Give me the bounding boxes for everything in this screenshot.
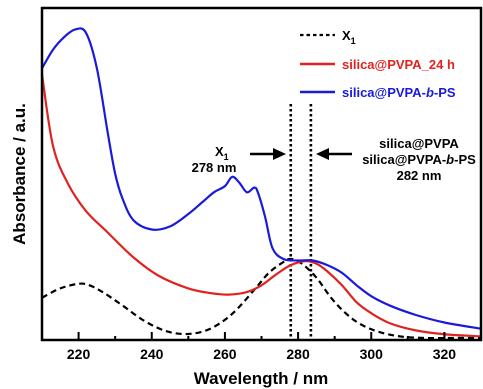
x-tick-label-260: 260 bbox=[213, 346, 237, 362]
x-tick-label-320: 320 bbox=[433, 346, 457, 362]
annotation-x1-label: X1 bbox=[215, 144, 229, 162]
x-tick-label-300: 300 bbox=[360, 346, 384, 362]
y-axis-label: Absorbance / a.u. bbox=[10, 103, 29, 245]
annotation-282-line1: silica@PVPA bbox=[379, 136, 459, 151]
annotation-x1: X1 278 nm bbox=[192, 144, 286, 175]
legend: X1 silica@PVPA_24 h silica@PVPA-b-PS bbox=[300, 28, 456, 100]
x-tick-label-220: 220 bbox=[67, 346, 91, 362]
annotation-x1-value: 278 nm bbox=[192, 160, 237, 175]
plot-lines bbox=[40, 27, 482, 340]
x-tick-label-280: 280 bbox=[286, 346, 310, 362]
series-line-1 bbox=[40, 74, 482, 338]
legend-label-pvpa-b-ps: silica@PVPA-b-PS bbox=[342, 85, 456, 100]
x-axis-ticks: 220 240 260 280 300 320 bbox=[41, 332, 482, 362]
legend-label-pvpa: silica@PVPA_24 h bbox=[342, 57, 455, 72]
series-line-2 bbox=[41, 27, 482, 330]
x-axis-label: Wavelength / nm bbox=[194, 369, 328, 388]
annotation-arrowhead-right bbox=[316, 148, 329, 160]
annotation-282-line2: silica@PVPA-b-PS bbox=[362, 152, 476, 167]
legend-label-x1: X1 bbox=[342, 28, 356, 46]
x-tick-label-240: 240 bbox=[140, 346, 164, 362]
annotation-282: silica@PVPA silica@PVPA-b-PS 282 nm bbox=[316, 136, 476, 183]
annotation-282-value: 282 nm bbox=[397, 168, 442, 183]
series-line-0 bbox=[41, 257, 481, 340]
annotation-arrowhead-left bbox=[273, 148, 286, 160]
